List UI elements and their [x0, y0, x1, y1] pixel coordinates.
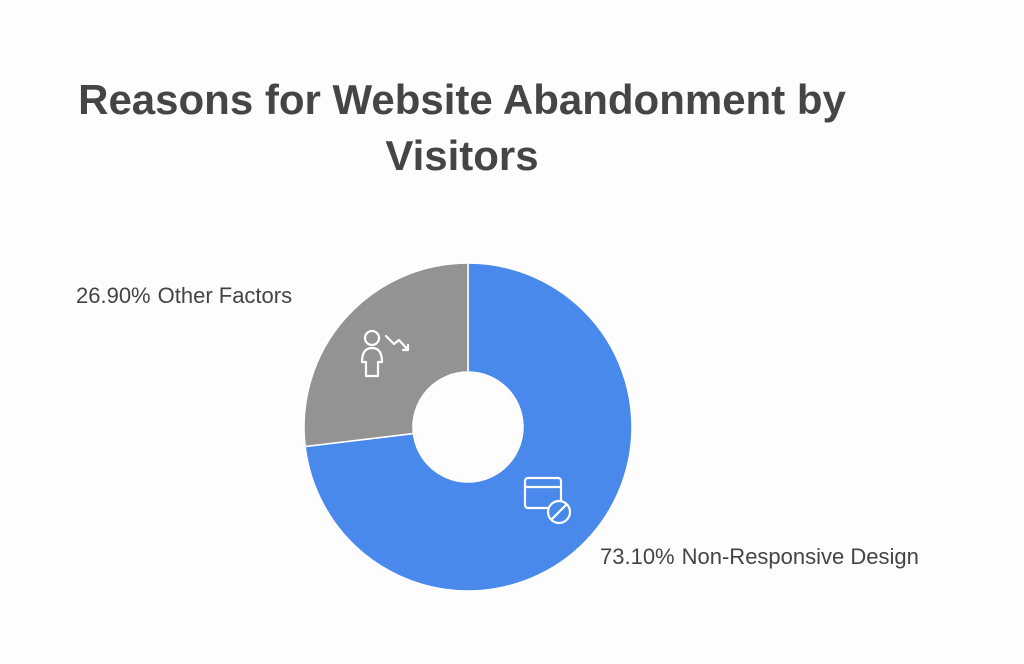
value-label: 73.10%	[600, 544, 675, 569]
icon	[384, 334, 410, 352]
icon	[523, 476, 563, 510]
slices	[303, 262, 633, 592]
slice	[303, 262, 469, 448]
value-label: 26.90%	[76, 283, 151, 308]
icon	[363, 329, 381, 347]
icon	[360, 346, 384, 378]
chart-title: Reasons for Website Abandonment by Visit…	[78, 76, 846, 179]
icons	[360, 329, 572, 525]
category-label: Other Factors	[158, 283, 292, 308]
category-label: Non-Responsive Design	[682, 544, 919, 569]
slice-label: 73.10% Non-Responsive Design	[600, 544, 919, 569]
slice-label: 26.90% Other Factors	[76, 283, 292, 308]
icon	[550, 503, 568, 521]
